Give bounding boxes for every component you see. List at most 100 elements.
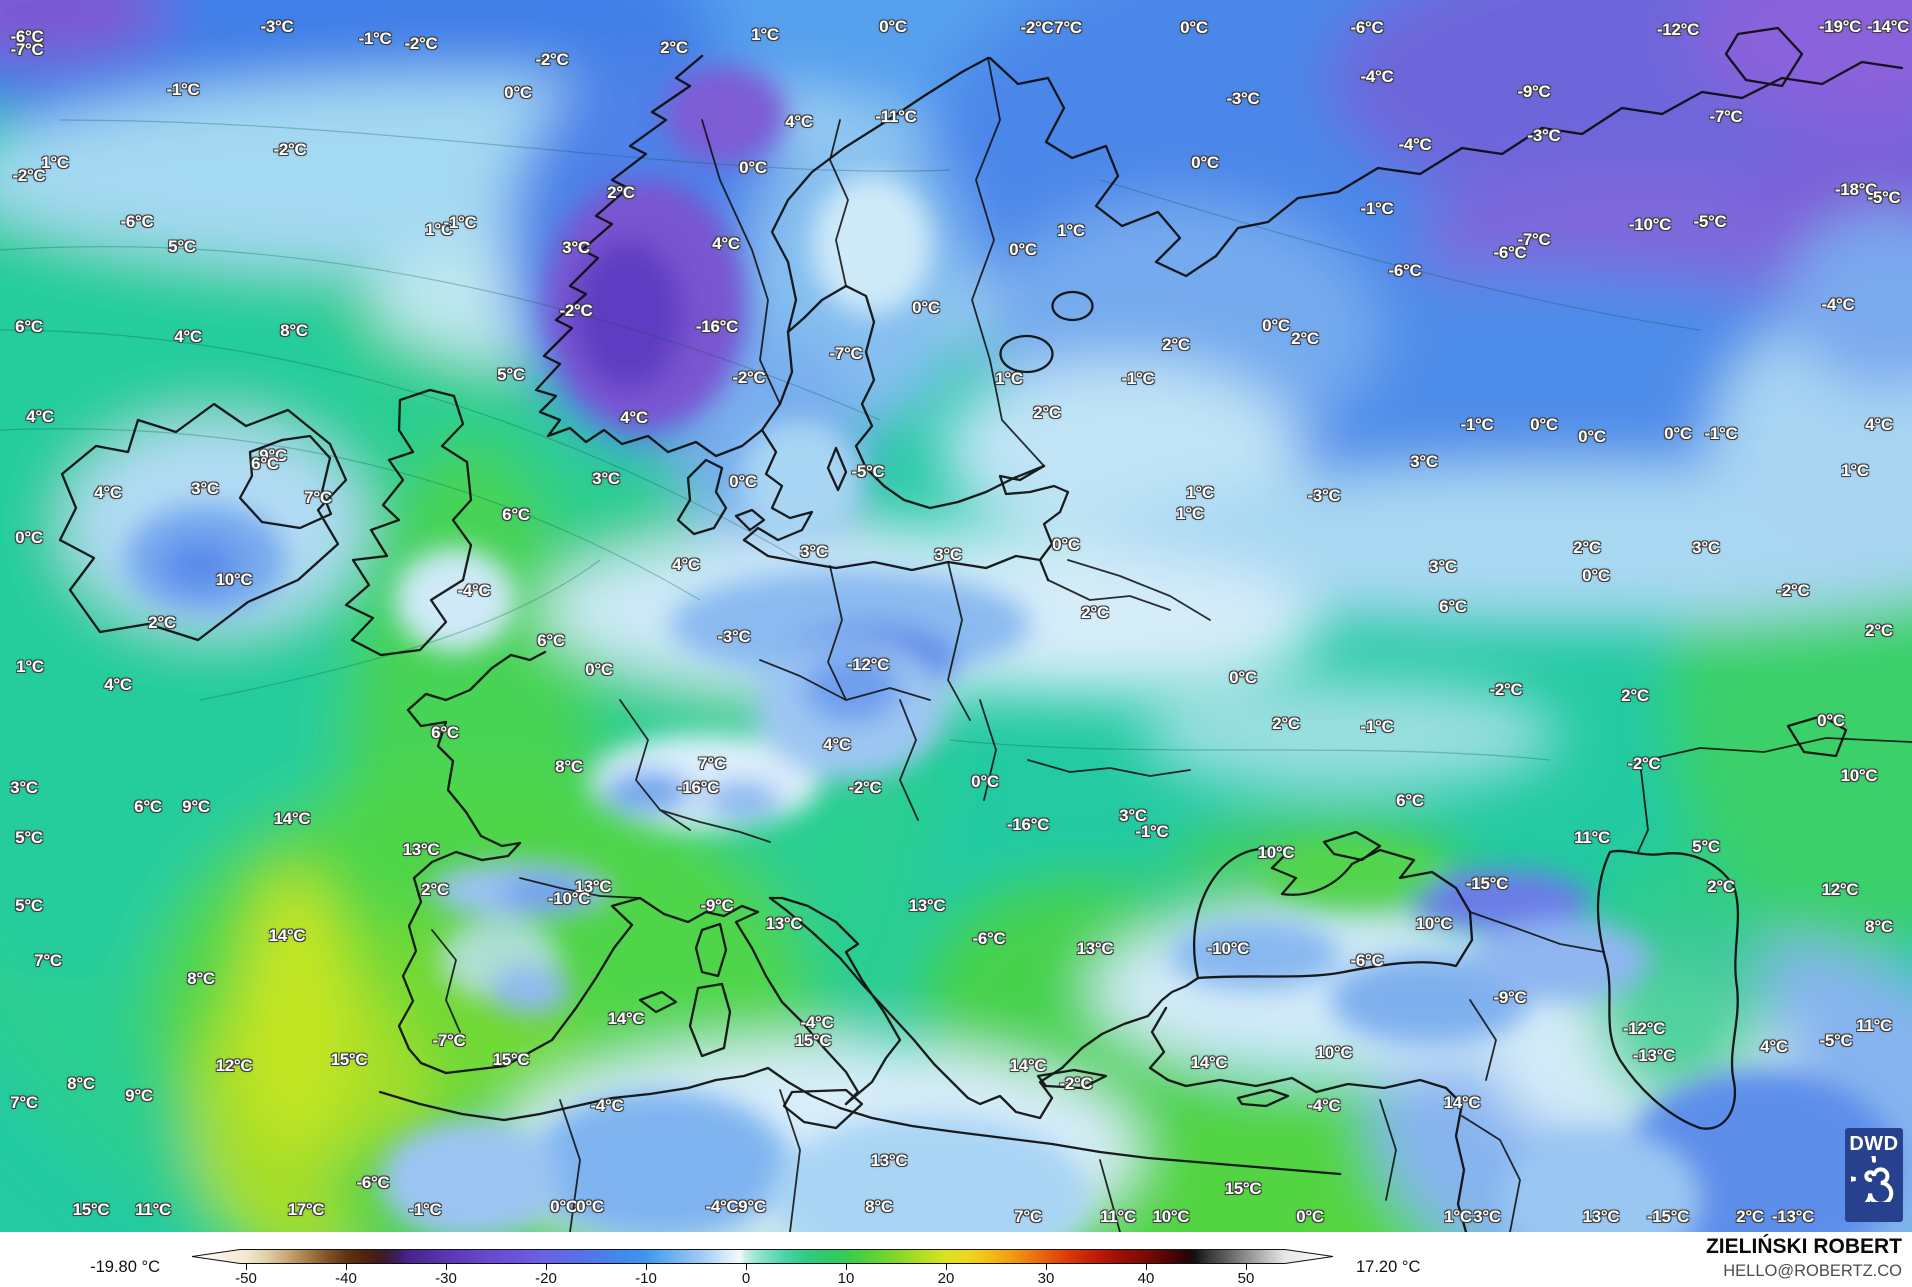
colorbar-tick-label: 50 <box>1237 1270 1255 1287</box>
temp-label: -15°C <box>1465 874 1509 893</box>
temp-label: 6°C <box>134 797 162 816</box>
temp-label: 0°C <box>1180 18 1208 37</box>
temp-label: -4°C <box>1307 1096 1341 1115</box>
temp-label: 10°C <box>1257 843 1295 862</box>
temp-label: 10°C <box>1840 766 1878 785</box>
temp-label: 14°C <box>273 809 311 828</box>
temp-label: 11°C <box>1856 1016 1892 1035</box>
temp-label: 6°C <box>15 317 43 336</box>
temp-label: 10°C <box>1415 914 1453 933</box>
temp-label: 3°C <box>1410 452 1438 471</box>
temp-label: -10°C <box>1206 939 1250 958</box>
temp-label: 2°C <box>1291 329 1319 348</box>
temp-label: 3°C <box>1692 538 1720 557</box>
temp-label: 3°C <box>10 778 38 797</box>
coastlines <box>58 26 1904 1232</box>
temp-label: -6°C <box>356 1173 390 1192</box>
temp-label: 5°C <box>1692 837 1720 856</box>
temp-label: 4°C <box>823 735 851 754</box>
colorbar-tick-label: 40 <box>1137 1270 1155 1287</box>
temp-label: 2°C <box>1736 1207 1764 1226</box>
temp-label: 15°C <box>1224 1179 1262 1198</box>
temp-label: -12°C <box>846 655 890 674</box>
temp-label: 14°C <box>1443 1093 1481 1112</box>
temp-label: 0°C <box>1530 415 1558 434</box>
temperature-detail-shading <box>125 67 1900 1232</box>
temp-label: -5°C <box>1693 212 1727 231</box>
temp-label: 10°C <box>1152 1207 1190 1226</box>
temp-label: 15°C <box>794 1031 832 1050</box>
temp-label: -2°C <box>1776 581 1810 600</box>
temp-label: -13°C <box>1771 1207 1815 1226</box>
temp-label: 12°C <box>215 1056 253 1075</box>
temp-label: 13°C <box>765 914 803 933</box>
colorbar-tick-mark <box>1046 1264 1047 1270</box>
temp-label: 6°C <box>537 631 565 650</box>
temp-label: 7°C <box>1054 18 1082 37</box>
temp-label: 10°C <box>215 570 253 589</box>
temp-label: 13°C <box>402 840 440 859</box>
temperature-field-canvas <box>0 0 1912 1232</box>
temp-label: 0°C <box>729 472 757 491</box>
temp-label: 1°C <box>1057 221 1085 240</box>
temp-label: -15°C <box>1646 1207 1690 1226</box>
temp-label: 5°C <box>15 896 43 915</box>
colorbar-tick-label: -50 <box>235 1270 257 1287</box>
temp-label: 6°C <box>431 723 459 742</box>
temp-label: 13°C <box>1582 1207 1620 1226</box>
temp-label: 4°C <box>26 407 54 426</box>
temp-label: -2°C <box>732 368 766 387</box>
colorbar-tick-mark <box>546 1264 547 1270</box>
temp-label: -9°C <box>1493 988 1527 1007</box>
temp-label: 6°C <box>251 454 279 473</box>
temp-label: -6°C <box>10 27 44 46</box>
temp-label: 0°C <box>576 1197 604 1216</box>
colorbar-tick-label: -30 <box>435 1270 457 1287</box>
colorbar <box>191 1249 1334 1264</box>
temp-label: -2°C <box>273 140 307 159</box>
temp-label: 0°C <box>971 772 999 791</box>
colorbar-tick-mark <box>346 1264 347 1270</box>
temp-label: -2°C <box>535 50 569 69</box>
temp-label: -1°C <box>1135 822 1169 841</box>
temp-label: 17°C <box>287 1200 325 1219</box>
temp-label: 8°C <box>1865 917 1893 936</box>
temp-label: -1°C <box>1360 199 1394 218</box>
colorbar-tick-mark <box>1246 1264 1247 1270</box>
temp-label: 13°C <box>574 877 612 896</box>
temp-label: -9°C <box>700 896 734 915</box>
colorbar-tick-label: 20 <box>937 1270 955 1287</box>
temp-label: 2°C <box>1272 714 1300 733</box>
temp-label: -9°C <box>1517 82 1551 101</box>
temp-label: 14°C <box>268 926 306 945</box>
temp-label: 4°C <box>104 675 132 694</box>
temp-label: 4°C <box>672 555 700 574</box>
temp-label: -4°C <box>705 1197 739 1216</box>
temp-label: -2°C <box>1489 680 1523 699</box>
temp-label: 13°C <box>1076 939 1114 958</box>
colorbar-tick-label: 30 <box>1037 1270 1055 1287</box>
temp-label: -6°C <box>120 212 154 231</box>
temp-label: 1°C <box>1841 461 1869 480</box>
temp-label: 8°C <box>67 1074 95 1093</box>
temp-label: 1°C <box>1444 1207 1472 1226</box>
colorbar-tick-mark <box>1146 1264 1147 1270</box>
temp-label: 7°C <box>698 754 726 773</box>
temp-label: -14°C <box>1866 17 1910 36</box>
temp-label: 8°C <box>865 1197 893 1216</box>
temp-label: 13°C <box>870 1151 908 1170</box>
temp-label: 0°C <box>1578 427 1606 446</box>
temp-label: 4°C <box>712 234 740 253</box>
temp-label: 7°C <box>10 1093 38 1112</box>
temp-label: 6°C <box>1439 597 1467 616</box>
temp-label: -1°C <box>1360 717 1394 736</box>
temp-label: 2°C <box>1033 403 1061 422</box>
temp-label: 4°C <box>785 112 813 131</box>
temp-label: 1°C <box>425 220 453 239</box>
temp-label: -5°C <box>1819 1031 1853 1050</box>
temp-label: -2°C <box>1627 754 1661 773</box>
temp-label: 1°C <box>1186 483 1214 502</box>
colorbar-tick-mark <box>846 1264 847 1270</box>
temp-label: 3°C <box>800 542 828 561</box>
temp-label: -2°C <box>1020 18 1054 37</box>
